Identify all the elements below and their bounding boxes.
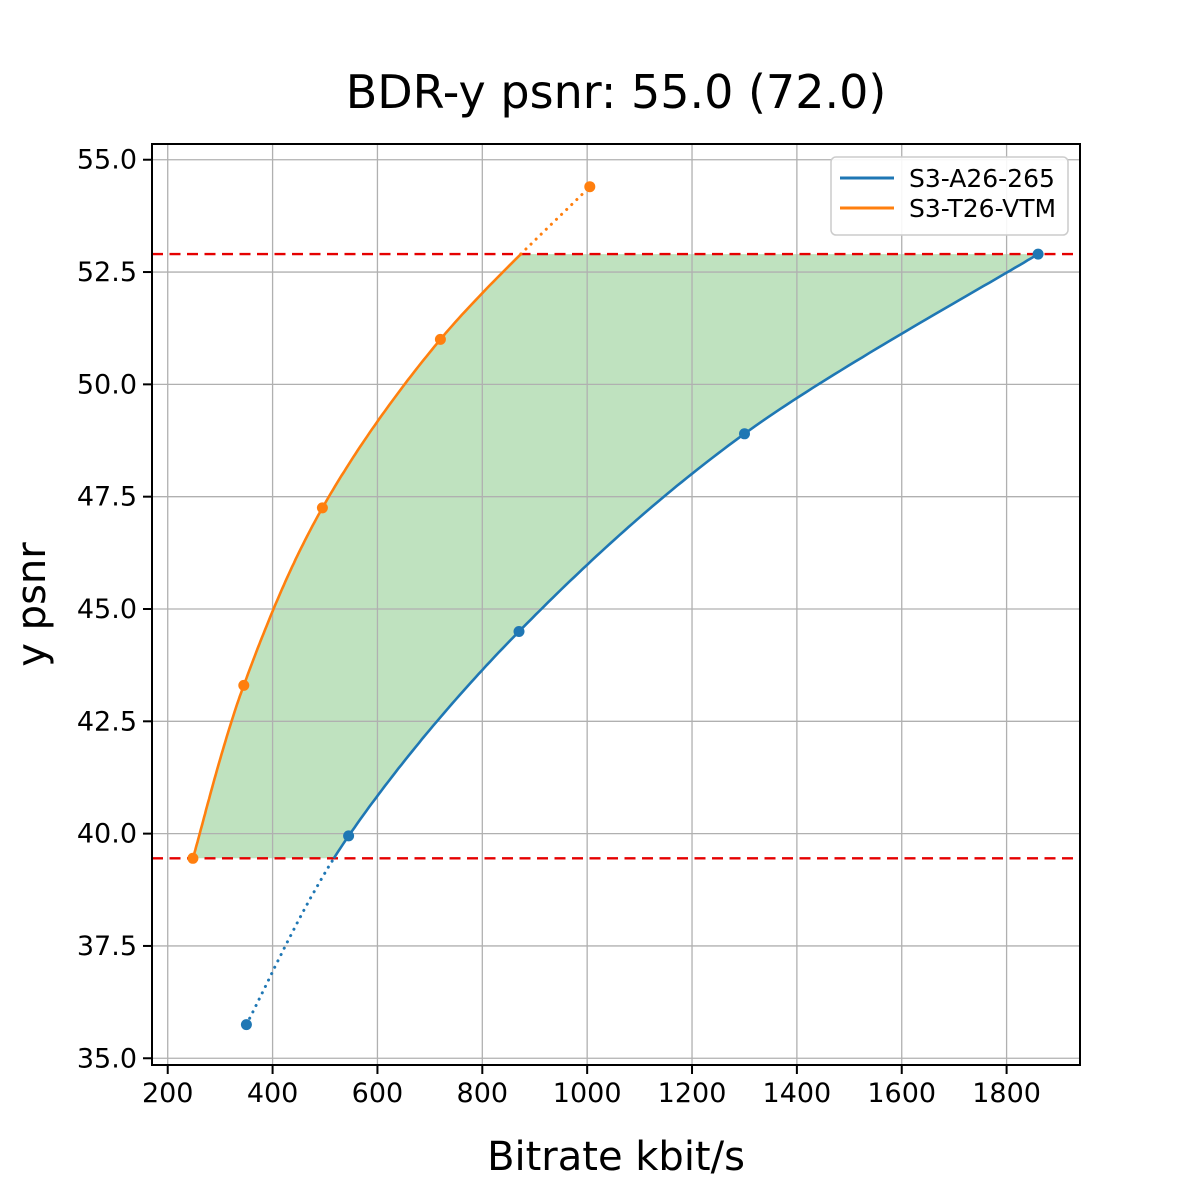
y-tick-label: 52.5 [77, 257, 137, 288]
reference-lines [152, 252, 1080, 860]
x-tick-label: 200 [142, 1078, 194, 1109]
y-tick-label: 42.5 [77, 706, 137, 737]
x-tick-label: 1200 [658, 1078, 727, 1109]
data-point [434, 333, 446, 345]
bd-shaded-area [192, 254, 1039, 859]
x-tick-label: 800 [457, 1078, 509, 1109]
data-point [187, 852, 199, 864]
grid [152, 144, 1080, 1065]
x-tick-label: 1800 [972, 1078, 1041, 1109]
plot-border [151, 143, 1081, 1066]
y-tick-label: 50.0 [77, 369, 137, 400]
x-tick-label: 600 [352, 1078, 404, 1109]
y-axis-label: y psnr [9, 542, 55, 667]
data-point [739, 428, 750, 440]
x-tick-label: 1400 [763, 1078, 832, 1109]
axis-ticks: 200 400 600 800 1000 1200 1400 1600 1800 35.0 37.5… [77, 145, 1041, 1109]
curves [191, 185, 1039, 1027]
data-markers [187, 181, 1044, 1031]
axes-spines [151, 143, 1081, 1066]
y-tick-label: 55.0 [77, 145, 137, 176]
data-point [240, 1019, 252, 1031]
x-axis-label: Bitrate kbit/s [487, 1134, 745, 1180]
data-point [238, 679, 250, 691]
series-s3-t26-vtm-dotted [519, 185, 592, 256]
x-tick-label: 1600 [867, 1078, 936, 1109]
data-point [584, 181, 596, 193]
y-tick-label: 37.5 [77, 931, 137, 962]
y-tick-label: 40.0 [77, 819, 137, 850]
legend-entry-label: S3-T26-VTM [909, 194, 1056, 223]
chart-title: BDR-y psnr: 55.0 (72.0) [346, 65, 887, 119]
data-point [1032, 248, 1044, 260]
data-point [513, 626, 525, 637]
x-tick-label: 1000 [553, 1078, 622, 1109]
series-s3-a26-265-dotted [244, 856, 336, 1027]
legend-entry-label: S3-A26-265 [909, 164, 1055, 193]
y-tick-label: 47.5 [77, 482, 137, 513]
data-point [343, 830, 355, 842]
series-s3-a26-265-solid [332, 252, 1039, 860]
x-tick-label: 400 [247, 1078, 299, 1109]
y-tick-label: 45.0 [77, 594, 137, 625]
bd-overlap-fill [192, 254, 1039, 859]
data-point [316, 502, 328, 514]
series-s3-t26-vtm-solid [191, 253, 522, 859]
y-tick-label: 35.0 [77, 1043, 137, 1074]
